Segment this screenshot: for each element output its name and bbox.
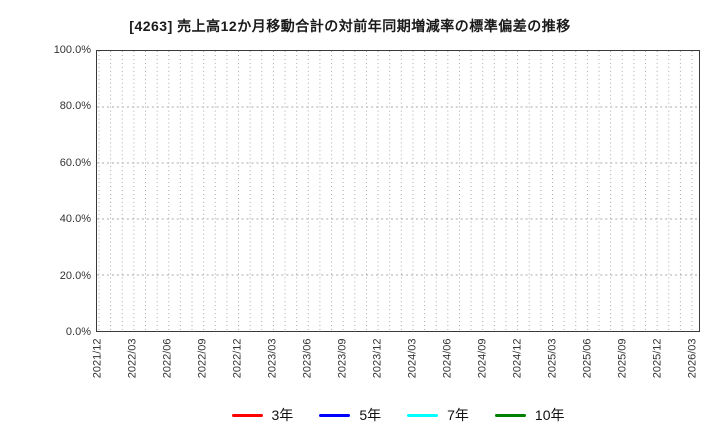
- chart-title: [4263] 売上高12か月移動合計の対前年同期増減率の標準偏差の推移: [129, 18, 571, 34]
- x-tick-label: 2025/06: [581, 338, 594, 379]
- x-tick-label: 2024/12: [511, 338, 524, 379]
- legend-line-icon: [231, 413, 263, 417]
- legend: 3年 5年 7年 10年: [96, 404, 700, 426]
- y-tick-label: 20.0%: [59, 269, 91, 282]
- y-tick-label: 60.0%: [59, 156, 91, 169]
- legend-line-icon: [494, 413, 526, 417]
- gridlines: [97, 51, 699, 331]
- x-tick-label: 2025/12: [651, 338, 664, 379]
- y-tick-label: 0.0%: [65, 326, 91, 338]
- x-tick-label: 2022/12: [231, 338, 244, 379]
- x-tick-label: 2024/03: [406, 338, 419, 379]
- y-tick-label: 100.0%: [53, 44, 91, 56]
- x-tick-label: 2025/09: [616, 338, 629, 379]
- x-tick-label: 2023/09: [336, 338, 349, 379]
- plot-area: [96, 50, 700, 332]
- x-tick-label: 2024/09: [476, 338, 489, 379]
- x-tick-label: 2026/03: [686, 338, 699, 379]
- x-tick-label: 2022/09: [196, 338, 209, 379]
- y-tick-label: 40.0%: [59, 213, 91, 226]
- x-tick-label: 2023/12: [371, 338, 384, 379]
- x-tick-label: 2023/06: [301, 338, 314, 379]
- legend-item-10年: 10年: [494, 406, 565, 424]
- x-tick-label: 2024/06: [441, 338, 454, 379]
- x-tick-label: 2022/03: [126, 338, 139, 379]
- legend-line-icon: [407, 413, 439, 417]
- legend-label: 3年: [271, 407, 294, 423]
- x-tick-label: 2025/03: [546, 338, 559, 379]
- x-tick-label: 2022/06: [161, 338, 174, 379]
- legend-label: 7年: [447, 407, 469, 423]
- legend-label: 5年: [359, 407, 382, 423]
- legend-line-icon: [319, 413, 351, 417]
- y-tick-label: 80.0%: [59, 100, 91, 113]
- legend-label: 10年: [534, 407, 565, 423]
- legend-item-5年: 5年: [319, 406, 381, 424]
- x-tick-label: 2023/03: [266, 338, 279, 379]
- legend-item-7年: 7年: [407, 406, 469, 424]
- x-tick-label: 2021/12: [91, 338, 104, 379]
- legend-item-3年: 3年: [231, 406, 294, 424]
